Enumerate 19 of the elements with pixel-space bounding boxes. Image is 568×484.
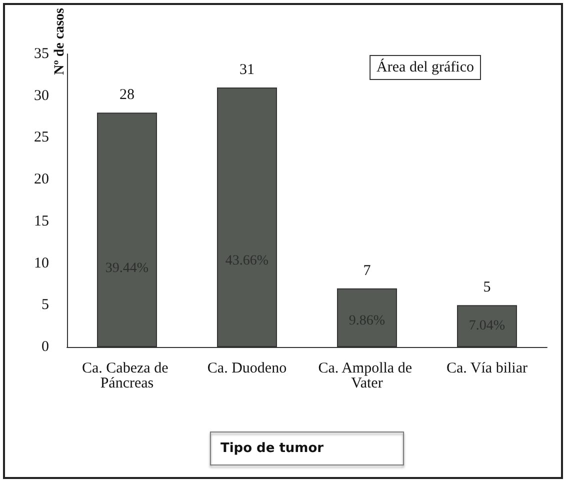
- y-tick-label: 10: [34, 255, 49, 272]
- x-axis-title: Tipo de tumor: [220, 441, 324, 456]
- y-tick-label: 25: [34, 130, 49, 146]
- y-axis-title: Nº de casos: [52, 7, 68, 75]
- y-tick-label: 5: [42, 297, 49, 314]
- x-tick-label: Ca. Duodeno: [207, 360, 287, 376]
- y-tick-label: 15: [34, 213, 49, 230]
- y-tick-label: 20: [34, 172, 49, 188]
- data-label: 7: [363, 262, 372, 279]
- x-tick-label: Ca. Ampolla de Vater: [318, 360, 416, 392]
- data-label: 28: [120, 87, 134, 104]
- data-label: 31: [240, 62, 254, 78]
- x-tick-label: Ca. Cabeza de Páncreas: [82, 360, 172, 392]
- x-tick-label: Ca. Vía biliar: [446, 360, 528, 376]
- y-tick-label: 0: [42, 339, 49, 355]
- y-tick-label: 35: [34, 46, 49, 62]
- data-label: 5: [483, 280, 491, 296]
- y-tick-label: 30: [34, 88, 49, 104]
- annotation: Área del gráfico: [376, 58, 474, 76]
